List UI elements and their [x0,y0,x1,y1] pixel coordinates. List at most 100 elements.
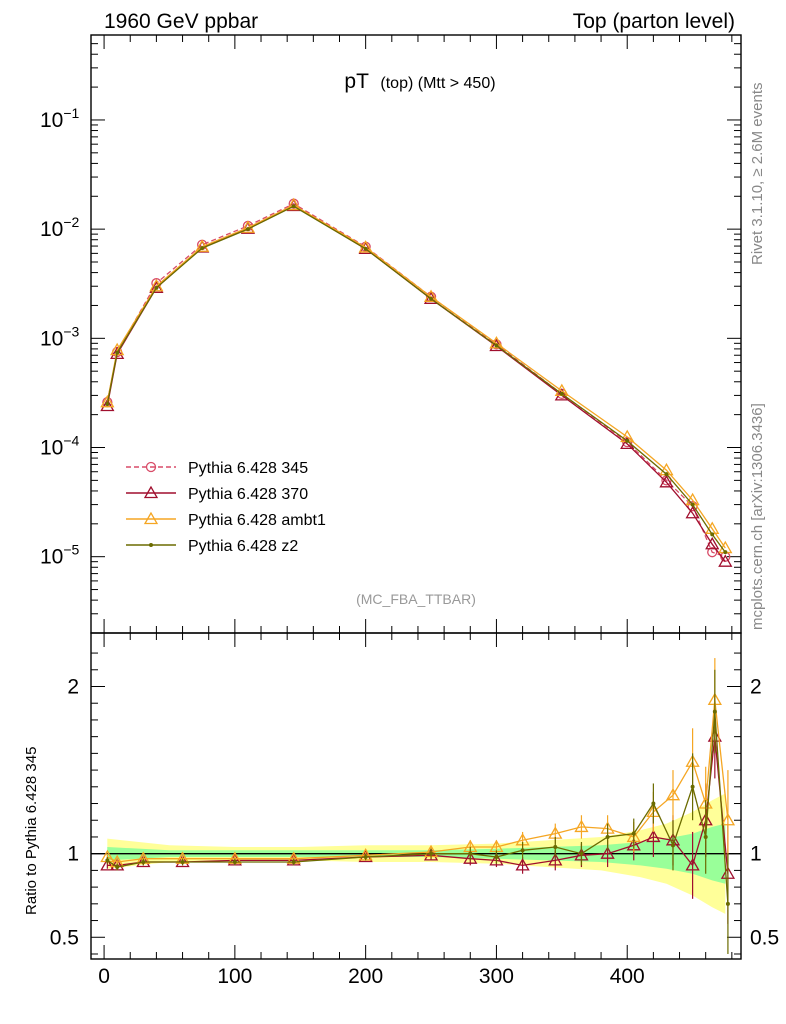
legend-entry: Pythia 6.428 370 [126,485,308,503]
ratio-y-tick-label-left: 0.5 [50,926,79,949]
legend-label: Pythia 6.428 z2 [188,538,298,555]
data-point [286,197,301,211]
ratio-data-point [600,846,615,859]
data-point [429,296,434,301]
ratio-data-point [665,787,681,801]
ratio-data-point [429,851,434,856]
series-group [100,197,733,554]
series-line [106,202,726,558]
ratio-data-point [670,843,675,848]
ratio-series-group [100,694,736,924]
ratio-data-point [548,853,563,866]
y-tick-label: 10−2 [40,214,80,241]
legend-entry: Pythia 6.428 z2 [126,538,298,555]
data-point [664,472,669,477]
data-point [291,204,296,209]
data-point [105,402,110,407]
ratio-data-point [703,834,708,839]
ratio-y-tick-label-right: 1 [750,843,762,866]
ratio-data-point [105,858,110,863]
ratio-frame [90,632,742,960]
ratio-data-point [180,860,185,865]
ratio-data-point [631,831,636,836]
y-tick-label: 10−1 [40,105,80,132]
data-point [100,394,115,408]
x-tick-label: 400 [610,965,645,988]
plot-title: pT (top) (Mtt > 450) [344,70,495,93]
data-point [149,280,164,293]
legend-marker [143,511,159,525]
y-tick-label: 10−4 [40,433,80,460]
y-tick-label: 10−3 [40,323,80,350]
legend-entry: Pythia 6.428 ambt1 [126,511,326,529]
ratio-data-point [489,853,504,866]
ratio-data-point [720,812,736,826]
x-tick-label: 300 [479,965,514,988]
ratio-data-point [363,855,368,860]
data-point [110,346,125,360]
mcplots-label: mcplots.cern.ch [arXiv:1306.3436] [749,403,766,630]
ratio-data-point [574,819,589,833]
ratio-data-point [232,860,237,865]
legend-label: Pythia 6.428 ambt1 [188,512,326,529]
data-point [154,285,159,290]
legend-label: Pythia 6.428 345 [188,460,308,477]
ratio-data-point [141,860,146,865]
data-point [705,536,720,550]
ratio-data-point [712,709,717,714]
data-point [659,474,674,488]
x-tick-label: 100 [217,965,252,988]
svg-text:pT (top) (Mtt > 450): pT (top) (Mtt > 450) [344,70,495,93]
header-right: Top (parton level) [573,10,735,33]
legend-marker [145,461,157,473]
data-point [690,502,695,507]
ratio-ylabel: Ratio to Pythia 6.428 345 [23,747,40,915]
data-point [559,391,564,396]
series-group [105,204,728,555]
title-sub: (top) (Mtt > 450) [380,75,495,92]
ratio-data-point [515,858,530,871]
ratio-data-point [651,801,656,806]
data-point [489,336,504,349]
ratio-series-group [105,669,730,954]
legend-marker [143,485,159,499]
ratio-data-point [494,855,499,860]
ratio-data-point [605,834,610,839]
ratio-panel: 0.5 0.5 1 1 2 2 0 100 200 300 400 Ratio to Pythia … [23,632,779,988]
y-tick-label: 10−5 [40,542,80,569]
ratio-axis-ticks: 0.5 0.5 1 1 2 2 0 100 200 300 400 [50,633,779,988]
ratio-data-point [115,865,120,870]
data-point [358,241,373,254]
data-point [723,550,728,555]
series-line [106,204,726,549]
ratio-data-point [579,851,584,856]
header-left: 1960 GeV ppbar [104,10,258,33]
data-point [115,350,120,355]
ratio-data-point [175,854,190,868]
ratio-data-point [291,860,296,865]
analysis-label: (MC_FBA_TTBAR) [356,591,476,607]
ratio-y-tick-label-right: 2 [750,675,762,698]
data-point [710,532,715,537]
data-point [100,398,115,412]
data-point [423,291,439,304]
legend-label: Pythia 6.428 370 [188,486,308,503]
ratio-data-point [520,848,525,853]
data-point [718,554,733,567]
ratio-data-point [646,829,661,843]
main-panel: 10−1 10−2 10−3 10−4 10−5 pT (top) (Mtt > 450… [40,34,742,634]
ratio-data-point [685,858,700,871]
data-point [195,239,210,252]
data-point [245,227,250,232]
ratio-data-point [423,848,439,861]
ratio-series [100,658,736,954]
title-main: pT [344,70,369,93]
ratio-data-point [463,851,478,864]
rivet-label: Rivet 3.1.10, ≥ 2.6M events [749,83,766,266]
main-series [100,197,733,567]
data-point [625,438,630,443]
x-tick-label: 0 [98,965,110,988]
data-point [707,547,718,558]
legend-marker [149,543,153,547]
